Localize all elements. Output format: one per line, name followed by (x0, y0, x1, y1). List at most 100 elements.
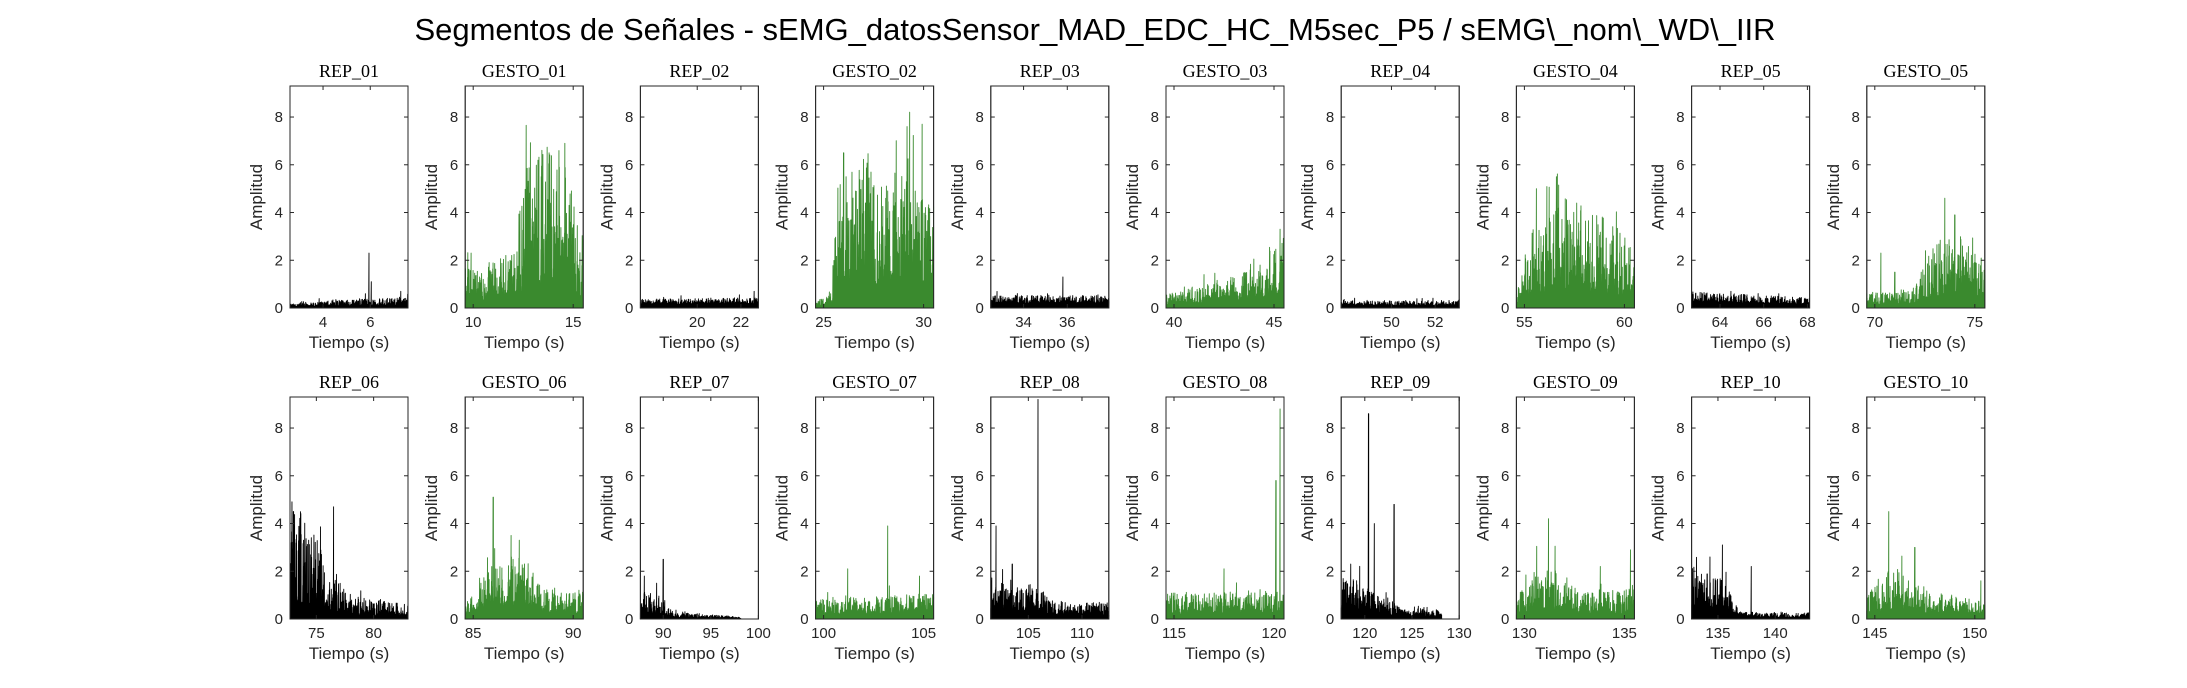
subplot-title: REP_06 (319, 372, 379, 392)
y-tick-label: 2 (275, 252, 283, 269)
subplot-gesto-02: 0 2 4 6 8 25 30 GESTO_02 Tiempo (s) Amplitud (773, 61, 935, 352)
y-tick-label: 8 (1851, 420, 1859, 437)
x-tick-label: 34 (1015, 314, 1032, 331)
axes-border (1340, 85, 1460, 309)
signal-trace-rep (639, 290, 759, 309)
y-tick-label: 2 (975, 252, 983, 269)
y-axis-label: Amplitud (597, 164, 616, 230)
subplot-gesto-08: 0 2 4 6 8 115 120 GESTO_08 Tiempo (s) Amplitud (1123, 372, 1287, 663)
y-tick-label: 0 (975, 611, 983, 628)
x-tick-label: 85 (465, 625, 482, 642)
x-tick-label: 22 (733, 314, 750, 331)
y-tick-label: 4 (1501, 516, 1509, 533)
y-axis-label: Amplitud (422, 475, 441, 541)
subplot-title: REP_09 (1370, 372, 1430, 392)
x-tick-label: 145 (1862, 625, 1887, 642)
y-tick-label: 8 (1851, 109, 1859, 126)
axes-border (1165, 85, 1285, 309)
x-tick-label: 15 (565, 314, 582, 331)
y-tick-label: 2 (800, 252, 808, 269)
y-tick-label: 6 (1676, 468, 1684, 485)
x-tick-label: 150 (1962, 625, 1987, 642)
y-tick-label: 2 (1326, 252, 1334, 269)
y-tick-label: 6 (450, 157, 458, 174)
y-tick-label: 4 (1676, 516, 1684, 533)
y-tick-label: 2 (800, 563, 808, 580)
y-tick-label: 4 (800, 516, 808, 533)
y-tick-label: 2 (975, 563, 983, 580)
x-axis-label: Tiempo (s) (1535, 644, 1616, 663)
y-tick-label: 2 (275, 563, 283, 580)
y-tick-label: 8 (1676, 109, 1684, 126)
axes-border (1866, 396, 1986, 620)
y-tick-label: 6 (275, 157, 283, 174)
subplot-title: REP_08 (1020, 372, 1080, 392)
y-tick-label: 8 (1151, 420, 1159, 437)
y-tick-label: 4 (625, 205, 633, 222)
axes-frame (1340, 396, 1460, 620)
subplot-rep-01: 0 2 4 6 8 4 6 REP_01 Tiempo (s) Amplitud (247, 61, 409, 352)
axes-border (815, 85, 935, 309)
y-tick-label: 8 (1151, 109, 1159, 126)
y-tick-label: 6 (625, 468, 633, 485)
y-tick-label: 2 (1851, 563, 1859, 580)
y-tick-label: 4 (1501, 205, 1509, 222)
y-tick-label: 2 (1501, 563, 1509, 580)
axes-frame (990, 396, 1110, 620)
y-tick-label: 0 (1326, 611, 1334, 628)
y-tick-label: 6 (800, 157, 808, 174)
signal-trace-gesto (1165, 408, 1285, 620)
y-axis-label: Amplitud (247, 475, 266, 541)
subplot-rep-08: 0 2 4 6 8 105 110 REP_08 Tiempo (s) Amplitud (948, 372, 1110, 663)
x-tick-label: 90 (655, 625, 672, 642)
subplot-title: REP_04 (1370, 61, 1430, 81)
subplot-title: GESTO_01 (482, 61, 567, 81)
subplot-gesto-09: 0 2 4 6 8 130 135 GESTO_09 Tiempo (s) Amplitud (1473, 372, 1637, 663)
axes-frame (639, 396, 759, 620)
y-tick-label: 2 (1151, 563, 1159, 580)
y-tick-label: 4 (450, 516, 458, 533)
x-tick-label: 66 (1755, 314, 1772, 331)
subplot-title: REP_01 (319, 61, 379, 81)
y-tick-label: 0 (1851, 611, 1859, 628)
axes-frame (1165, 85, 1285, 309)
subplot-title: GESTO_02 (832, 61, 917, 81)
axes-border (1866, 85, 1986, 309)
x-tick-label: 130 (1512, 625, 1537, 642)
subplot-gesto-07: 0 2 4 6 8 100 105 GESTO_07 Tiempo (s) Amplitud (773, 372, 937, 663)
y-tick-label: 8 (975, 420, 983, 437)
x-tick-label: 135 (1612, 625, 1637, 642)
y-tick-label: 4 (1851, 205, 1859, 222)
y-tick-label: 0 (1326, 300, 1334, 317)
x-axis-label: Tiempo (s) (1885, 644, 1966, 663)
axes-frame (1515, 396, 1635, 620)
signal-trace-gesto (815, 111, 935, 309)
axes-frame (1340, 85, 1460, 309)
y-tick-label: 4 (450, 205, 458, 222)
y-tick-label: 0 (1151, 300, 1159, 317)
x-tick-label: 36 (1059, 314, 1076, 331)
y-tick-label: 8 (1326, 109, 1334, 126)
x-tick-label: 140 (1763, 625, 1788, 642)
y-tick-label: 0 (450, 611, 458, 628)
x-tick-label: 68 (1799, 314, 1816, 331)
y-tick-label: 4 (975, 205, 983, 222)
y-tick-label: 4 (1851, 516, 1859, 533)
axes-frame (1866, 396, 1986, 620)
y-tick-label: 8 (275, 109, 283, 126)
y-tick-label: 8 (275, 420, 283, 437)
subplot-rep-02: 0 2 4 6 8 20 22 REP_02 Tiempo (s) Amplitud (597, 61, 759, 352)
x-tick-label: 4 (319, 314, 327, 331)
axes-border (289, 396, 409, 620)
x-tick-label: 100 (811, 625, 836, 642)
y-tick-label: 8 (975, 109, 983, 126)
subplot-gesto-05: 0 2 4 6 8 70 75 GESTO_05 Tiempo (s) Amplitud (1824, 61, 1986, 352)
x-axis-label: Tiempo (s) (1885, 333, 1966, 352)
subplot-gesto-04: 0 2 4 6 8 55 60 GESTO_04 Tiempo (s) Amplitud (1473, 61, 1635, 352)
y-tick-label: 4 (275, 205, 283, 222)
y-tick-label: 2 (450, 252, 458, 269)
signal-trace-rep (1691, 544, 1811, 620)
signal-trace-rep (1340, 297, 1460, 309)
y-tick-label: 4 (1676, 205, 1684, 222)
